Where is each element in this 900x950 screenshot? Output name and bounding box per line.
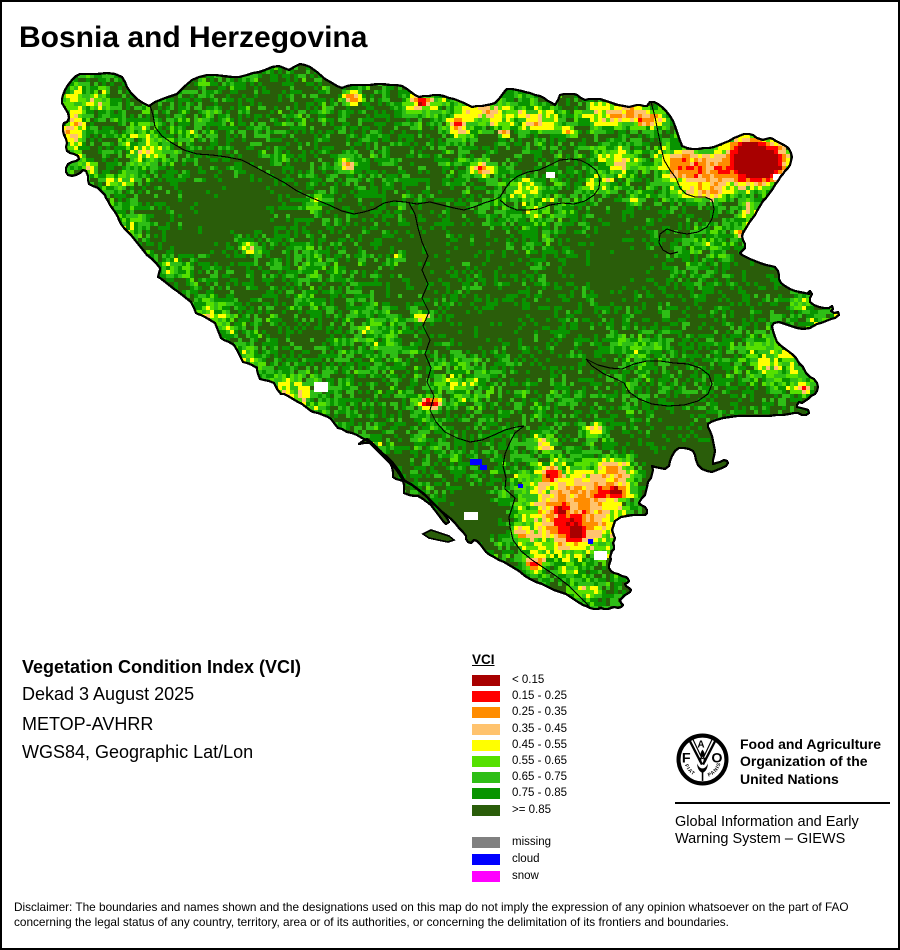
svg-text:O: O xyxy=(711,750,722,766)
svg-text:F: F xyxy=(682,750,691,766)
svg-text:A: A xyxy=(697,740,704,751)
